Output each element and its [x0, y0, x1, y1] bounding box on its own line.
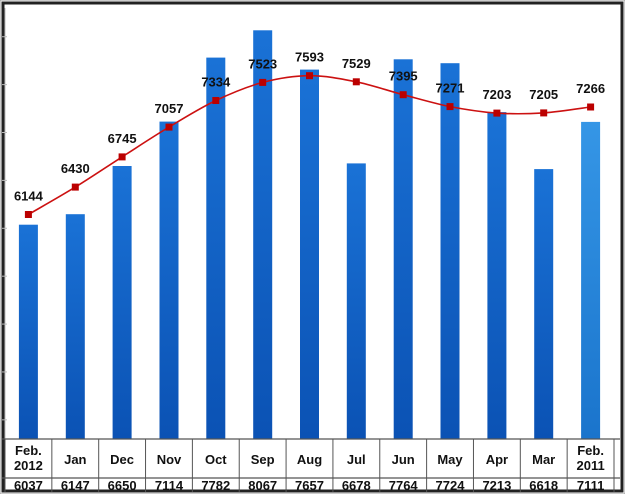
table-value: 7724 — [436, 478, 466, 493]
line-marker — [24, 211, 32, 218]
bar — [393, 59, 413, 440]
table-value: 6678 — [342, 478, 371, 493]
line-marker — [259, 78, 267, 86]
line-data-label: 7334 — [201, 75, 231, 90]
bar — [159, 121, 179, 439]
x-tick-label: Mar — [532, 452, 555, 467]
table-value: 7114 — [155, 478, 184, 493]
line-data-label: 6745 — [108, 131, 137, 146]
x-tick-label: Jul — [347, 452, 366, 467]
line-marker — [352, 78, 360, 86]
line-data-label: 7593 — [295, 50, 324, 65]
bar — [487, 112, 507, 439]
line-data-label: 7271 — [436, 81, 465, 96]
bar — [300, 69, 319, 439]
line-data-label: 7523 — [248, 56, 277, 71]
x-tick-label: Jun — [392, 452, 415, 467]
x-tick-label: Feb. 2011 — [576, 443, 604, 473]
data-table: Feb. 2012 6037 Jan 6147 Dec 6650 Nov 7114 Oct 7782… — [2, 438, 620, 493]
table-value: 7111 — [577, 478, 605, 493]
line-marker — [212, 97, 220, 104]
x-tick-label: Nov — [157, 452, 182, 467]
bar — [534, 169, 554, 439]
bar — [440, 63, 460, 439]
line-marker — [118, 153, 126, 161]
line-marker — [493, 109, 501, 117]
line-data-label: 7205 — [529, 87, 558, 102]
line-data-label: 7395 — [389, 69, 418, 84]
x-tick-label: Dec — [110, 452, 134, 467]
line-marker — [540, 109, 548, 117]
line-data-label: 6430 — [61, 161, 90, 176]
x-tick-label: Apr — [486, 452, 508, 467]
line-marker — [399, 91, 407, 99]
table-value: 6037 — [14, 478, 43, 493]
line-marker — [71, 183, 79, 191]
bar — [18, 224, 38, 439]
bar — [65, 214, 85, 439]
x-tick-label: Jan — [64, 452, 86, 467]
line-data-label: 6144 — [14, 189, 44, 204]
table-value: 7213 — [482, 478, 511, 493]
table-value: 7657 — [295, 478, 324, 493]
table-value: 6618 — [529, 478, 558, 493]
line-marker — [165, 123, 173, 131]
line-data-label: 7529 — [342, 56, 371, 71]
table-value: 7782 — [201, 478, 230, 493]
table-value: 8067 — [248, 478, 277, 493]
x-tick-label: Sep — [251, 452, 275, 467]
plot-area: 6144 6430 6745 7057 7334 7523 7593 7529 7395 7271… — [2, 8, 605, 440]
line-data-label: 7266 — [576, 81, 605, 96]
table-value: 6147 — [61, 478, 90, 493]
table-value: 7764 — [389, 478, 419, 493]
line-marker — [587, 103, 595, 111]
bar — [206, 57, 226, 439]
x-tick-label: Feb. 2012 — [14, 443, 43, 473]
line-data-label: 7057 — [155, 101, 184, 116]
table-value: 6650 — [108, 478, 137, 493]
line-data-label: 7203 — [482, 87, 511, 102]
bar — [581, 121, 601, 440]
line-marker — [306, 72, 313, 80]
bar — [346, 163, 366, 439]
x-tick-label: Aug — [297, 452, 322, 467]
x-tick-label: Oct — [205, 452, 227, 467]
x-tick-label: May — [437, 452, 463, 467]
bar — [112, 166, 132, 439]
bar — [253, 30, 273, 440]
line-marker — [446, 103, 454, 111]
